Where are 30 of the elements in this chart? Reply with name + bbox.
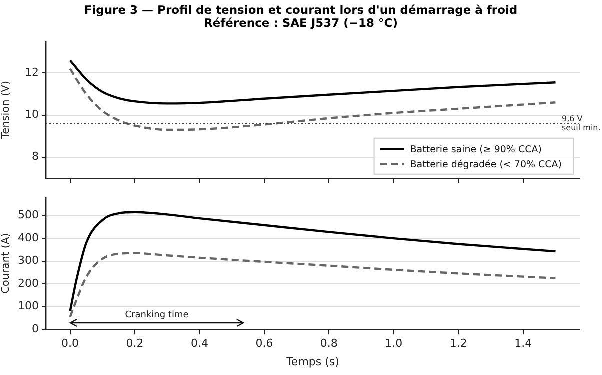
ref-line-label: 9,6 V seuil min. (562, 114, 601, 133)
annotation: Cranking time (125, 310, 190, 321)
y-axis-title: Courant (A) (0, 233, 12, 294)
x-tick-label: 1.0 (385, 337, 403, 350)
y-tick-label: 100 (18, 300, 39, 313)
line-series (69, 68, 557, 132)
y-tick-label: 200 (18, 276, 39, 290)
legend-label: Batterie saine (≥ 90% CCA) (410, 144, 542, 156)
y-tick-label: 400 (18, 231, 39, 244)
y-tick-label: 300 (18, 254, 39, 268)
x-tick-label: 0.8 (320, 337, 338, 350)
line-series (69, 211, 557, 312)
x-tick-label: 1.4 (514, 337, 532, 350)
x-tick-label: 0.6 (256, 337, 274, 350)
y-tick-label: 0 (32, 322, 39, 336)
line-series (69, 252, 557, 318)
legend-label: Batterie dégradée (< 70% CCA) (410, 159, 562, 170)
y-tick-label: 10 (25, 108, 39, 122)
y-tick-label: 500 (18, 208, 39, 222)
chart-subtitle: Référence : SAE J537 (−18 °C) (202, 16, 399, 30)
line-series (69, 59, 557, 105)
y-tick-label: 8 (32, 150, 39, 164)
x-tick-label: 1.2 (450, 337, 468, 350)
x-tick-label: 0.2 (126, 337, 144, 350)
x-tick-label: 0.0 (62, 337, 80, 350)
x-axis-title: Temps (s) (286, 355, 340, 368)
chart-title: Figure 3 — Profil de tension et courant lors d'un démarrage à froid (83, 3, 519, 17)
x-tick-label: 0.4 (190, 337, 208, 350)
y-tick-label: 12 (25, 66, 39, 80)
y-axis-title: Tension (V) (0, 81, 12, 140)
